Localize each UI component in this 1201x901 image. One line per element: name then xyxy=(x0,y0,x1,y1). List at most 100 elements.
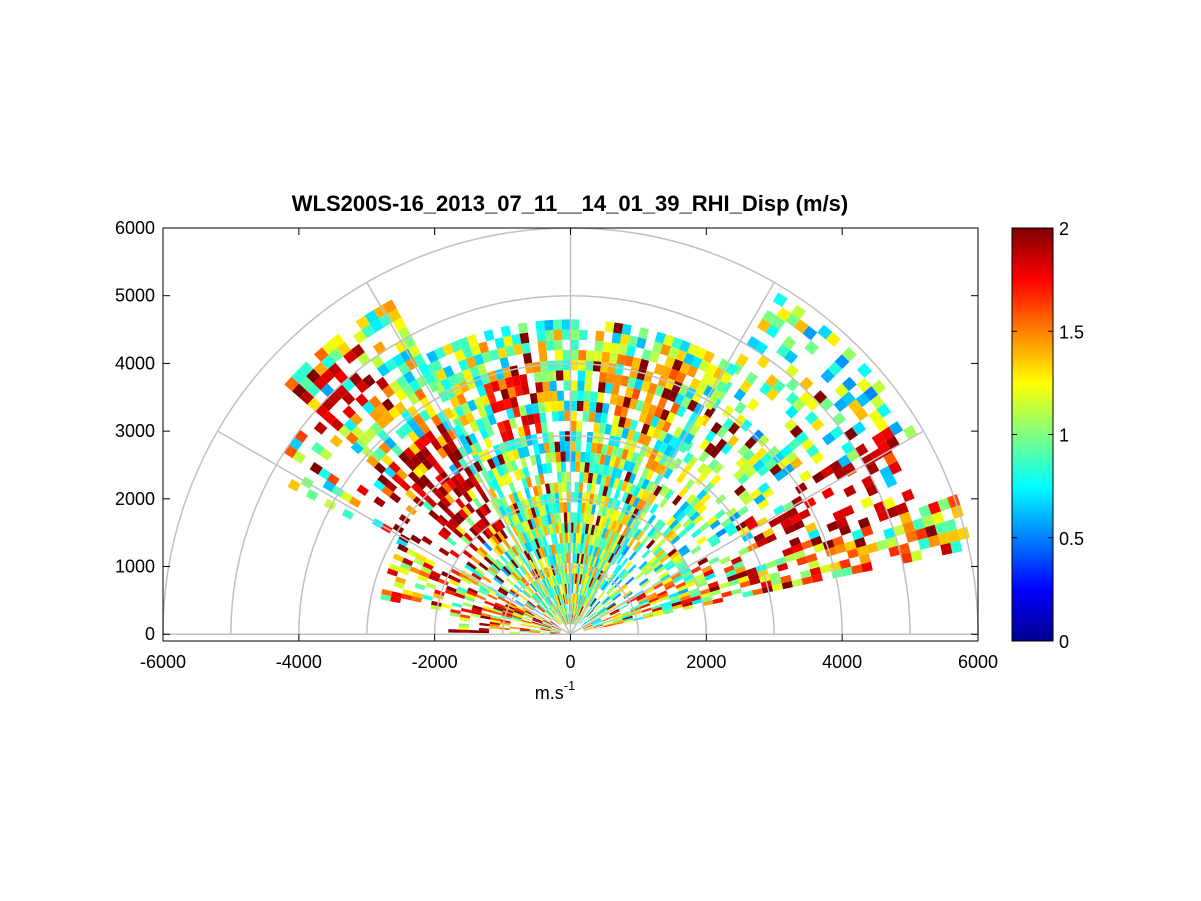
radial-cell xyxy=(631,356,642,369)
radial-cell xyxy=(807,559,820,570)
radial-cell xyxy=(546,596,553,606)
radial-cell xyxy=(522,532,530,543)
radial-cell xyxy=(601,549,608,560)
radial-cell xyxy=(599,495,606,507)
radial-cell xyxy=(653,406,664,419)
radial-cell xyxy=(544,330,554,341)
radial-cell xyxy=(487,524,497,535)
radial-cell xyxy=(798,508,811,520)
radial-cell xyxy=(583,628,594,632)
radial-cell xyxy=(533,617,543,623)
radial-cell xyxy=(501,613,512,619)
radial-cell xyxy=(381,454,394,467)
radial-cell xyxy=(622,590,632,598)
radial-cell xyxy=(700,372,713,385)
radial-cell xyxy=(646,425,656,438)
radial-cell xyxy=(434,346,447,360)
radial-cell xyxy=(608,352,619,364)
radial-cell xyxy=(607,497,614,509)
radial-cell xyxy=(420,446,432,459)
radial-cell xyxy=(861,561,873,573)
radial-cell xyxy=(591,578,597,589)
radial-cell xyxy=(572,603,574,614)
radial-cell xyxy=(762,309,777,325)
radial-cell xyxy=(695,576,707,585)
radial-cell xyxy=(640,423,651,435)
radial-cell xyxy=(488,487,498,499)
radial-cell xyxy=(635,592,646,600)
radial-cell xyxy=(506,562,515,572)
radial-cell xyxy=(518,405,527,417)
radial-cell xyxy=(448,463,460,476)
radial-cell xyxy=(548,608,556,617)
radial-cell xyxy=(552,564,557,576)
radial-cell xyxy=(505,604,515,611)
radial-cell xyxy=(663,580,674,588)
radial-cell xyxy=(328,348,343,363)
radial-cell xyxy=(531,539,538,550)
radial-cell xyxy=(587,611,597,619)
radial-cell xyxy=(394,401,407,415)
radial-cell xyxy=(558,595,563,606)
radial-cell xyxy=(689,591,701,598)
radial-cell xyxy=(477,406,488,419)
radial-cell xyxy=(811,573,823,583)
radial-cell xyxy=(501,615,512,620)
radial-cell xyxy=(426,481,438,493)
radial-cell xyxy=(668,435,679,448)
radial-cell xyxy=(589,401,597,413)
radial-cell xyxy=(570,441,576,452)
radial-cell xyxy=(777,512,790,523)
radial-cell xyxy=(764,458,778,471)
radial-cell xyxy=(653,611,664,617)
radial-cell xyxy=(598,484,605,496)
radial-cell xyxy=(892,524,906,537)
radial-cell xyxy=(446,585,457,593)
radial-cell xyxy=(559,594,563,605)
radial-cell xyxy=(716,426,728,439)
radial-cell xyxy=(539,588,547,598)
radial-cell xyxy=(500,430,509,443)
radial-cell xyxy=(558,574,562,585)
colorbar-tick-label: 1 xyxy=(1059,426,1069,446)
radial-cell xyxy=(532,581,540,591)
radial-cell xyxy=(553,329,563,341)
radial-cell xyxy=(522,467,530,478)
radial-cell xyxy=(516,534,524,546)
radial-cell xyxy=(577,543,581,554)
radial-cell xyxy=(331,485,344,498)
radial-cell xyxy=(575,441,582,452)
radial-cell xyxy=(581,574,586,585)
radial-cell xyxy=(546,609,554,618)
radial-cell xyxy=(614,533,622,544)
radial-cell xyxy=(740,461,753,474)
radial-cell xyxy=(644,392,655,404)
radial-cell xyxy=(553,533,558,545)
radial-cell xyxy=(563,512,568,523)
radial-cell xyxy=(552,544,557,555)
radial-cell xyxy=(463,442,474,455)
radial-cell xyxy=(579,595,584,606)
radial-cell xyxy=(378,441,392,455)
radial-cell xyxy=(507,386,517,399)
radial-cell xyxy=(690,595,702,602)
radial-cell xyxy=(502,609,514,615)
radial-cell xyxy=(618,604,629,611)
radial-cell xyxy=(341,391,356,406)
radial-cell xyxy=(677,588,689,595)
radial-cell xyxy=(725,507,738,518)
radial-cell xyxy=(479,622,490,627)
radial-cell xyxy=(388,563,400,572)
radial-cell xyxy=(578,594,582,605)
radial-cell xyxy=(504,376,515,389)
radial-cell xyxy=(689,496,701,508)
radial-cell xyxy=(495,476,505,488)
radial-cell xyxy=(602,341,612,353)
radial-cell xyxy=(343,349,358,364)
radial-cell xyxy=(556,553,561,565)
radial-cell xyxy=(469,420,480,433)
radial-cell xyxy=(789,513,802,525)
radial-cell xyxy=(547,360,556,372)
radial-cell xyxy=(686,507,697,519)
radial-cell xyxy=(579,461,585,473)
